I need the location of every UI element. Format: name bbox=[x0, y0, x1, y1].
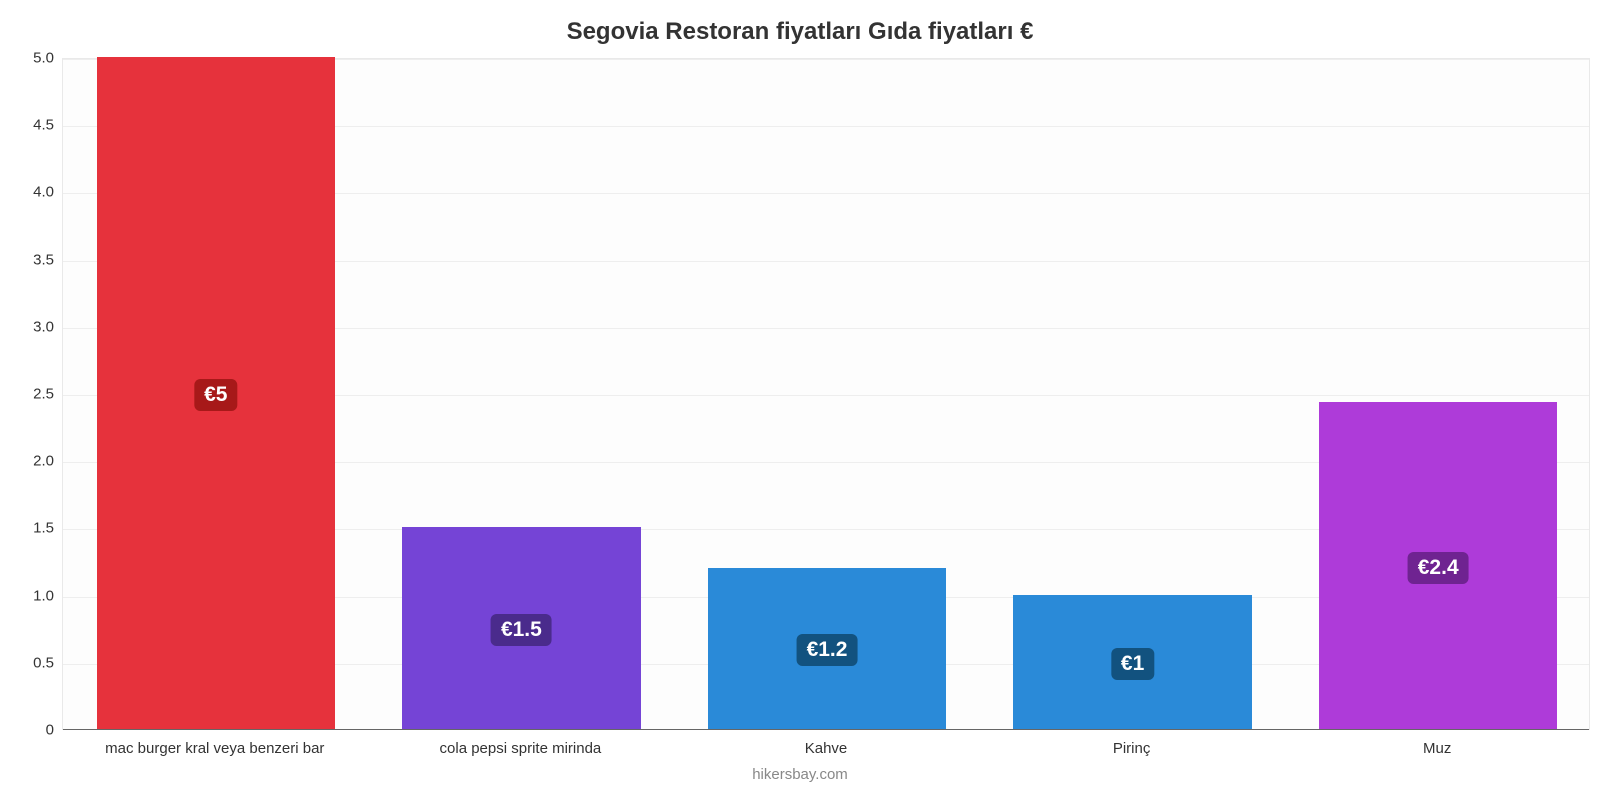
x-tick-label: Muz bbox=[1423, 740, 1451, 757]
x-tick-label: Pirinç bbox=[1113, 740, 1151, 757]
y-tick-label: 2.0 bbox=[6, 453, 54, 470]
y-tick-label: 3.5 bbox=[6, 251, 54, 268]
x-tick-label: cola pepsi sprite mirinda bbox=[440, 740, 602, 757]
bar-value-label: €1 bbox=[1111, 648, 1154, 680]
y-tick-label: 4.5 bbox=[6, 117, 54, 134]
bar-value-label: €5 bbox=[194, 379, 237, 411]
chart-container: Segovia Restoran fiyatları Gıda fiyatlar… bbox=[0, 0, 1600, 800]
x-tick-label: mac burger kral veya benzeri bar bbox=[105, 740, 324, 757]
y-tick-label: 2.5 bbox=[6, 386, 54, 403]
chart-caption: hikersbay.com bbox=[0, 766, 1600, 783]
bar-value-label: €2.4 bbox=[1408, 552, 1469, 584]
y-tick-label: 5.0 bbox=[6, 50, 54, 67]
bar-value-label: €1.5 bbox=[491, 614, 552, 646]
chart-title: Segovia Restoran fiyatları Gıda fiyatlar… bbox=[0, 18, 1600, 46]
y-tick-label: 4.0 bbox=[6, 184, 54, 201]
x-axis-line bbox=[63, 729, 1589, 730]
y-tick-label: 0 bbox=[6, 722, 54, 739]
y-tick-label: 1.0 bbox=[6, 587, 54, 604]
y-tick-label: 3.0 bbox=[6, 318, 54, 335]
plot-area: €5 €1.5 €1.2 €1 €2.4 bbox=[62, 58, 1590, 730]
bar-value-label: €1.2 bbox=[797, 634, 858, 666]
x-tick-label: Kahve bbox=[805, 740, 848, 757]
y-tick-label: 0.5 bbox=[6, 654, 54, 671]
y-tick-label: 1.5 bbox=[6, 520, 54, 537]
